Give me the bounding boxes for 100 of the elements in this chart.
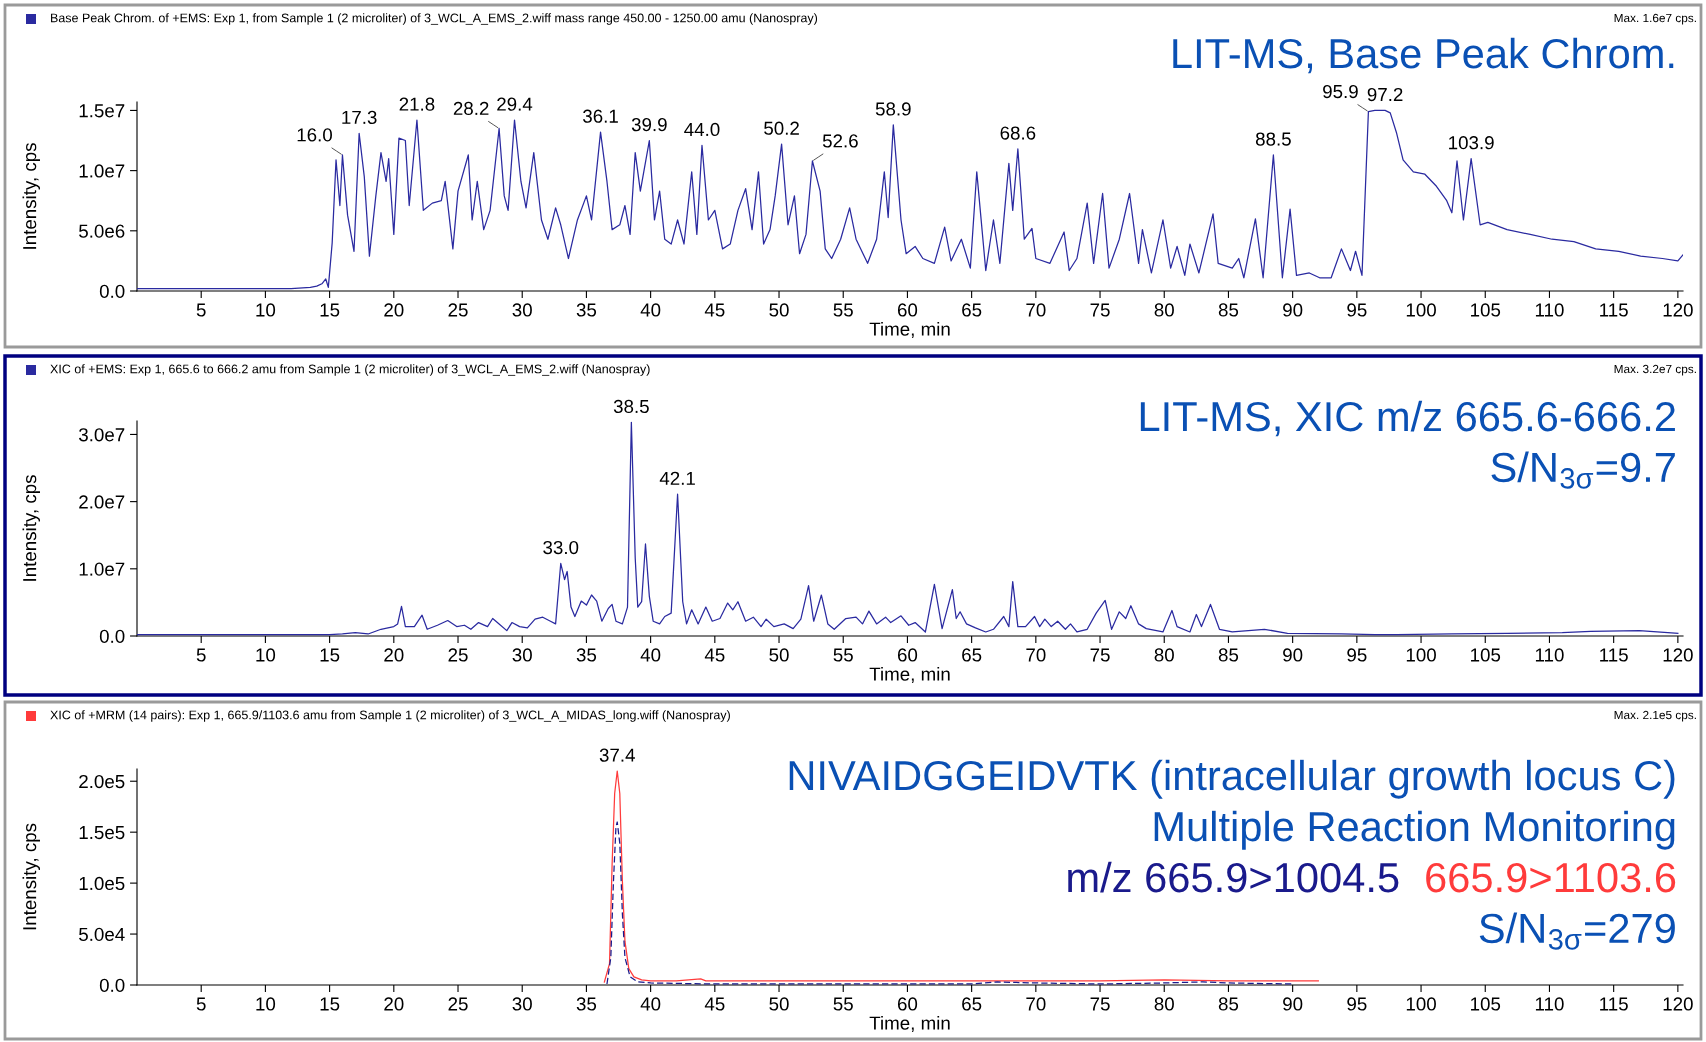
y-axis-title: Intensity, cps xyxy=(22,475,40,581)
x-tick-label: 115 xyxy=(1600,303,1628,317)
x-tick-label: 110 xyxy=(1535,997,1564,1011)
annotation: 68.6 xyxy=(1000,126,1036,140)
x-tick-label: 25 xyxy=(448,303,468,317)
x-tick-label: 55 xyxy=(833,997,853,1011)
x-tick-label: 5 xyxy=(196,303,206,317)
x-tick-label: 10 xyxy=(256,303,276,317)
x-tick-label: 65 xyxy=(962,303,982,317)
annotation: 16.0 xyxy=(297,128,332,142)
x-tick-label: 60 xyxy=(897,303,918,317)
x-tick-label: 60 xyxy=(897,648,918,662)
annotation: 33.0 xyxy=(543,540,579,555)
annotation: 88.5 xyxy=(1255,132,1291,146)
x-tick-label: 85 xyxy=(1218,997,1239,1011)
x-tick-label: 75 xyxy=(1090,997,1110,1011)
annotation: 58.9 xyxy=(875,102,911,116)
x-tick-label: 120 xyxy=(1663,648,1693,662)
x-tick-label: 15 xyxy=(320,303,340,317)
text: 665.9>1103.6 xyxy=(1426,862,1676,893)
y-axis-title: Intensity, cps xyxy=(22,823,40,930)
annotation: 29.4 xyxy=(497,97,533,111)
x-tick-label: 85 xyxy=(1218,303,1239,317)
y-tick-label: 2.0e7 xyxy=(79,495,125,509)
x-tick-label: 90 xyxy=(1283,303,1303,317)
x-tick-label: 110 xyxy=(1535,303,1564,317)
x-tick-label: 5 xyxy=(196,997,206,1011)
x-tick-label: 15 xyxy=(320,648,340,662)
x-tick-label: 50 xyxy=(769,997,789,1011)
x-tick-label: 15 xyxy=(320,997,340,1011)
x-tick-label: 80 xyxy=(1154,997,1174,1011)
x-tick-label: 65 xyxy=(962,648,982,662)
x-tick-label: 90 xyxy=(1283,997,1303,1011)
annotation: 50.2 xyxy=(764,121,799,135)
y-tick-label: 1.0e7 xyxy=(79,164,125,178)
x-tick-label: 40 xyxy=(640,303,661,317)
x-tick-label: 115 xyxy=(1600,648,1628,662)
x-tick-label: 80 xyxy=(1154,648,1174,662)
y-tick-label: 1.0e5 xyxy=(79,876,125,891)
x-tick-label: 35 xyxy=(576,303,597,317)
x-tick-label: 50 xyxy=(769,303,789,317)
y-tick-label: 3.0e7 xyxy=(78,428,125,442)
x-tick-label: 105 xyxy=(1471,303,1501,317)
y-tick-label: 5.0e4 xyxy=(79,927,125,942)
x-tick-label: 75 xyxy=(1090,648,1110,662)
annotation: 37.4 xyxy=(599,748,635,762)
y-axis-title: Intensity, cps xyxy=(22,143,40,249)
x-tick-label: 100 xyxy=(1406,997,1436,1011)
annotation: 44.0 xyxy=(684,122,720,137)
x-tick-label: 105 xyxy=(1471,997,1501,1011)
x-tick-label: 60 xyxy=(897,997,918,1011)
annotation: 42.1 xyxy=(659,471,695,485)
x-tick-label: 120 xyxy=(1663,303,1693,317)
x-tick-label: 20 xyxy=(384,648,404,662)
text: m/z 665.9>1004.5 xyxy=(1068,861,1399,893)
annotation: LIT-MS, XIC m/z 665.6-666.2 xyxy=(1140,400,1675,437)
x-tick-label: 50 xyxy=(769,648,789,662)
x-tick-label: 115 xyxy=(1600,997,1628,1011)
x-tick-label: 30 xyxy=(512,303,532,317)
x-tick-label: 10 xyxy=(256,997,276,1011)
annotation: 103.9 xyxy=(1449,136,1494,150)
x-axis-title: Time, min xyxy=(869,1016,950,1032)
x-tick-label: 85 xyxy=(1218,648,1239,662)
y-tick-label: 5.0e6 xyxy=(79,224,125,238)
chart-subtitle: Max. 1.6e7 cps. xyxy=(1614,13,1696,25)
x-tick-label: 55 xyxy=(833,648,853,662)
x-tick-label: 95 xyxy=(1347,997,1367,1011)
y-tick-label: 1.5e7 xyxy=(79,104,125,118)
annotation: 36.1 xyxy=(583,109,618,123)
x-tick-label: 35 xyxy=(576,997,597,1011)
x-tick-label: 20 xyxy=(384,997,404,1011)
chart-title: Base Peak Chrom. of +EMS: Exp 1, from Sample 1 (2 microliter) of 3_WCL_A_EMS_2.wiff mass range 450.00 - 1250.00 amu (Nanospray) xyxy=(51,13,818,25)
x-tick-label: 105 xyxy=(1471,648,1501,662)
annotation: 97.2 xyxy=(1367,87,1403,102)
chart-subtitle: Max. 3.2e7 cps. xyxy=(1614,364,1696,376)
x-tick-label: 110 xyxy=(1535,648,1564,662)
x-tick-label: 90 xyxy=(1283,648,1303,662)
x-tick-label: 25 xyxy=(448,997,468,1011)
annotation: 21.8 xyxy=(399,97,435,111)
annotation: 38.5 xyxy=(613,399,649,414)
y-tick-label: 0.0 xyxy=(99,978,125,992)
annotation: Multiple Reaction Monitoring xyxy=(1154,810,1675,850)
x-tick-label: 100 xyxy=(1406,303,1436,317)
x-tick-label: 45 xyxy=(704,648,725,662)
x-tick-label: 80 xyxy=(1154,303,1174,317)
x-tick-label: 10 xyxy=(256,648,276,662)
annotation: 28.2 xyxy=(453,101,489,116)
x-tick-label: 25 xyxy=(448,648,468,662)
y-tick-label: 0.0 xyxy=(99,284,125,298)
x-tick-label: 20 xyxy=(384,303,404,317)
x-tick-label: 45 xyxy=(704,303,725,317)
annotation: 52.6 xyxy=(822,134,858,148)
x-tick-label: 120 xyxy=(1663,997,1693,1011)
x-tick-label: 70 xyxy=(1026,303,1046,317)
x-tick-label: 70 xyxy=(1026,997,1046,1011)
x-axis-title: Time, min xyxy=(869,322,950,338)
chart-subtitle: Max. 2.1e5 cps. xyxy=(1614,710,1696,722)
annotation: 95.9 xyxy=(1323,84,1358,99)
x-tick-label: 35 xyxy=(576,648,597,662)
x-tick-label: 70 xyxy=(1026,648,1046,662)
